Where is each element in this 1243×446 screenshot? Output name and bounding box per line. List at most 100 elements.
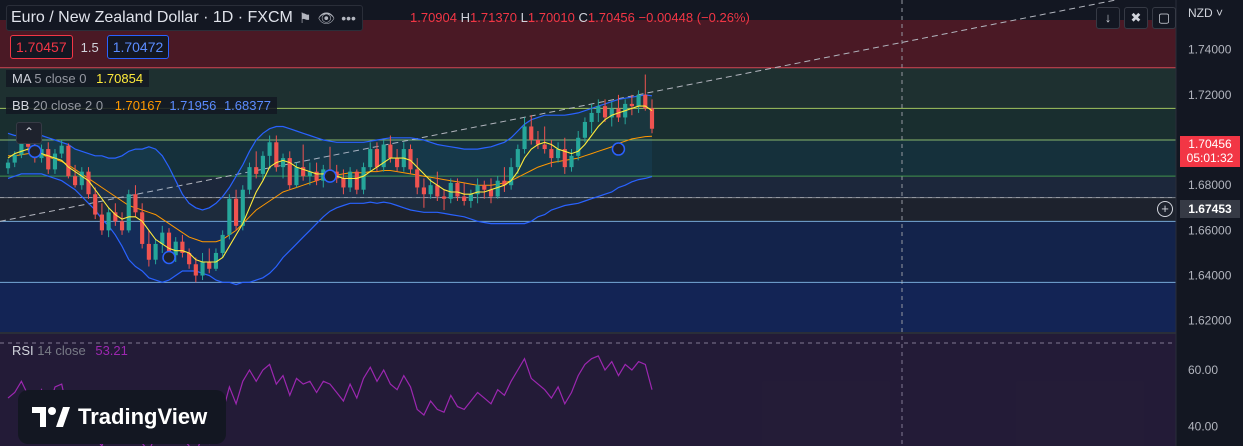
bb-basis-value: 1.70167	[114, 98, 162, 113]
candle-body	[274, 142, 279, 168]
candle-body	[609, 108, 614, 118]
crosshair-price-tag: 1.67453	[1180, 200, 1240, 218]
candle-body	[260, 155, 265, 174]
bb-legend[interactable]: BB 20 close 2 0 1.70167 1.71956 1.68377	[6, 97, 277, 114]
candle-body	[435, 185, 440, 197]
candle-body	[515, 149, 520, 168]
ohlc-high: 1.71370	[470, 10, 518, 25]
candle-body	[119, 221, 125, 231]
candle-body	[428, 185, 433, 195]
candle-body	[374, 149, 380, 168]
rsi-tick-label: 40.00	[1188, 419, 1218, 433]
candle-body	[334, 171, 339, 179]
collapse-legend-button[interactable]: ⌃	[16, 122, 42, 144]
ma-legend[interactable]: MA 5 close 0 1.70854	[6, 70, 150, 87]
candle-body	[193, 264, 198, 276]
candle-body	[502, 180, 507, 186]
candle-body	[287, 158, 292, 186]
candle-body	[66, 145, 71, 177]
ma-value: 1.70854	[96, 71, 144, 86]
rsi-name: RSI	[12, 343, 34, 358]
price-axis: 1.74000 1.72000 1.68000 1.66000 1.64000 1.620…	[1175, 0, 1243, 446]
candle-body	[160, 232, 165, 244]
candle-body	[649, 108, 655, 129]
currency-selector[interactable]: NZD ˅	[1188, 6, 1223, 20]
buy-button[interactable]: 1.70472	[106, 35, 170, 59]
candle-body	[455, 182, 460, 197]
candle-body	[582, 121, 587, 138]
candle-body	[556, 149, 561, 159]
candle-body	[79, 171, 84, 186]
ohlc-close-label: C	[578, 10, 588, 25]
candle-body	[448, 182, 453, 199]
add-plus-icon[interactable]: +	[1157, 201, 1173, 217]
candle-body	[562, 149, 567, 168]
rsi-params: 14 close	[37, 343, 86, 358]
candle-body	[46, 149, 51, 170]
candle-body	[267, 142, 272, 156]
candle-body	[395, 158, 400, 168]
candle-body	[254, 167, 259, 174]
bb-upper-line	[7, 94, 653, 211]
candle-body	[106, 212, 111, 231]
candle-body	[589, 112, 594, 122]
flag-icon[interactable]: ⚑	[298, 9, 312, 26]
candle-body	[73, 176, 78, 186]
candle-body	[569, 155, 574, 168]
signal-marker	[611, 142, 626, 156]
candle-body	[247, 167, 252, 190]
rsi-legend[interactable]: RSI 14 close 53.21	[6, 342, 134, 359]
bb-upper-value: 1.71956	[169, 98, 217, 113]
candle-body	[596, 106, 601, 113]
candle-body	[522, 126, 527, 150]
ohlc-low-label: L	[520, 10, 528, 25]
candle-body	[99, 214, 104, 231]
zone-blue	[0, 282, 1176, 332]
price-tick-label: 1.62000	[1188, 314, 1232, 328]
spread-value: 1.5	[80, 39, 99, 55]
zone-band	[0, 140, 1176, 177]
candle-body	[462, 196, 467, 202]
candle-body	[166, 232, 172, 256]
symbol-title[interactable]: Euro / New Zealand Dollar · 1D · FXCM	[11, 9, 293, 26]
candle-body	[173, 241, 178, 256]
collapse-icon[interactable]: ✖	[1124, 7, 1148, 29]
candle-body	[113, 212, 118, 222]
candle-body	[52, 153, 58, 170]
candle-body	[529, 126, 534, 141]
chevron-down-icon: ˅	[1216, 6, 1224, 20]
bb-lower-value: 1.68377	[223, 98, 271, 113]
price-tick-label: 1.74000	[1188, 43, 1232, 57]
ohlc-low: 1.70010	[527, 10, 575, 25]
ohlc-readout: 1.70904 H1.71370 L1.70010 C1.70456 −0.00…	[410, 10, 750, 25]
candle-body	[140, 212, 145, 244]
candle-body	[408, 149, 413, 170]
more-dots-icon[interactable]: •••	[341, 10, 356, 26]
candle-body	[307, 171, 312, 177]
candle-body	[187, 252, 192, 265]
candle-body	[495, 180, 500, 197]
candle-body	[629, 103, 634, 107]
price-tick-label: 1.64000	[1188, 269, 1232, 283]
candle-body	[415, 169, 420, 188]
candle-body	[314, 171, 319, 181]
candle-body	[207, 261, 212, 269]
candle-body	[348, 171, 353, 188]
eye-icon[interactable]: 👁	[317, 9, 336, 26]
candle-body	[19, 141, 24, 155]
price-tick-label: 1.68000	[1188, 178, 1232, 192]
sell-button[interactable]: 1.70457	[10, 35, 73, 59]
candle-body	[643, 94, 648, 109]
arrow-down-icon[interactable]: ↓	[1096, 7, 1120, 29]
tradingview-logo[interactable]: TradingView	[18, 390, 226, 444]
candle-body	[321, 169, 326, 181]
candle-body	[361, 167, 366, 190]
candle-body	[133, 194, 138, 213]
candle-body	[280, 158, 286, 168]
symbol-header[interactable]: Euro / New Zealand Dollar · 1D · FXCM ⚑ …	[6, 5, 363, 31]
candle-body	[200, 261, 205, 276]
ohlc-high-label: H	[460, 10, 471, 25]
fullscreen-icon[interactable]: ▢	[1152, 7, 1176, 29]
